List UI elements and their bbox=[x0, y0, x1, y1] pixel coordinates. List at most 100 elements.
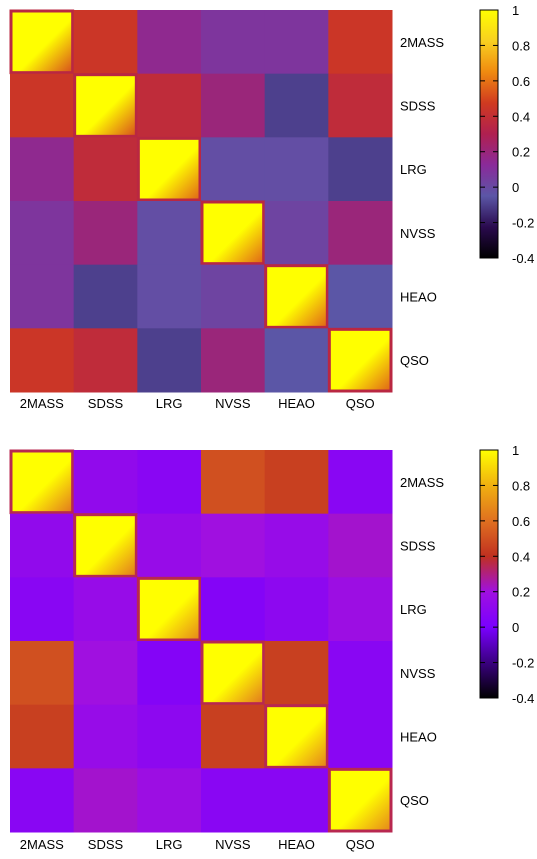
colorbar-tick-label: 0 bbox=[512, 620, 519, 635]
heatmap-cell-lrg-2mass bbox=[10, 577, 75, 642]
heatmap-cell-2mass-sdss bbox=[73, 10, 138, 75]
heatmap-cell-nvss-lrg bbox=[137, 641, 202, 706]
colorbar-tick-label: 0.8 bbox=[512, 478, 530, 493]
colorbar-tick-label: 1 bbox=[512, 3, 519, 18]
heatmap-cell-heao-2mass bbox=[10, 704, 75, 769]
heatmap-cell-nvss-sdss bbox=[73, 201, 138, 266]
heatmap-cell-nvss-2mass bbox=[10, 201, 75, 266]
heatmap-diagonal-block-qso bbox=[328, 328, 392, 392]
heatmap-cell-2mass-qso bbox=[328, 10, 393, 75]
heatmap-diagonal-block-2mass bbox=[10, 450, 74, 514]
heatmap-cell-qso-heao bbox=[264, 328, 329, 393]
heatmap-diagonal-border bbox=[327, 327, 393, 393]
heatmap-cell-2mass-lrg bbox=[137, 10, 202, 75]
row-label-lrg: LRG bbox=[400, 162, 427, 177]
colorbar-tick-label: 0.6 bbox=[512, 514, 530, 529]
heatmap-cell-sdss-nvss bbox=[201, 513, 266, 578]
colorbar-tick-label: 0.6 bbox=[512, 74, 530, 89]
heatmap-diagonal-border bbox=[200, 640, 266, 706]
heatmap-diagonal-border bbox=[264, 264, 329, 329]
heatmap-diagonal-block-lrg bbox=[137, 577, 201, 641]
heatmap-diagonal-block-sdss bbox=[73, 73, 138, 138]
colorbar-tick-label: -0.4 bbox=[512, 251, 534, 266]
heatmap-cell-2mass-qso bbox=[328, 450, 393, 515]
heatmap-diagonal-block-heao bbox=[264, 264, 329, 329]
heatmap-cell-lrg-qso bbox=[328, 577, 393, 642]
heatmap-cell-sdss-lrg bbox=[137, 513, 202, 578]
colorbar-tick-label: 0.8 bbox=[512, 38, 530, 53]
heatmap-cell-lrg-sdss bbox=[73, 137, 138, 202]
heatmap-cell-lrg-heao bbox=[264, 577, 329, 642]
column-label-nvss: NVSS bbox=[215, 837, 251, 852]
row-label-2mass: 2MASS bbox=[400, 475, 444, 490]
colorbar-tick-label: -0.4 bbox=[512, 691, 534, 706]
heatmap-cell-nvss-lrg bbox=[137, 201, 202, 266]
row-label-qso: QSO bbox=[400, 793, 429, 808]
heatmap-cell-sdss-heao bbox=[264, 513, 329, 578]
heatmap-cell-qso-nvss bbox=[201, 328, 266, 393]
heatmap-diagonal-border bbox=[327, 767, 393, 833]
row-label-heao: HEAO bbox=[400, 730, 437, 745]
colorbar-tick-label: 0.2 bbox=[512, 585, 530, 600]
column-label-nvss: NVSS bbox=[215, 396, 251, 411]
heatmap-cell-sdss-heao bbox=[264, 73, 329, 138]
heatmap-cell-qso-lrg bbox=[137, 768, 202, 833]
heatmap-cell-2mass-nvss bbox=[201, 450, 266, 515]
heatmap-cell-nvss-sdss bbox=[73, 641, 138, 706]
row-label-sdss: SDSS bbox=[400, 539, 436, 554]
heatmap-cell-lrg-2mass bbox=[10, 137, 75, 202]
heatmap-cell-lrg-heao bbox=[264, 137, 329, 202]
colorbar bbox=[479, 449, 499, 699]
column-label-lrg: LRG bbox=[156, 837, 183, 852]
heatmap-cell-lrg-sdss bbox=[73, 577, 138, 642]
row-label-heao: HEAO bbox=[400, 290, 437, 305]
heatmap-diagonal-block-nvss bbox=[201, 641, 265, 705]
heatmap-cell-qso-2mass bbox=[10, 768, 75, 833]
heatmap-cell-qso-nvss bbox=[201, 768, 266, 833]
heatmap-cell-heao-sdss bbox=[73, 704, 138, 769]
row-label-2mass: 2MASS bbox=[400, 35, 444, 50]
heatmap-cell-2mass-lrg bbox=[137, 450, 202, 515]
heatmap-panel-bottom: 2MASS SDSS LRG NVSS HEAO QSO 2MASS SDSS LRG NVSS H… bbox=[9, 443, 534, 852]
heatmap-cell-nvss-heao bbox=[264, 201, 329, 266]
heatmap-cell-sdss-2mass bbox=[10, 513, 75, 578]
heatmap-diagonal-border bbox=[136, 136, 202, 202]
row-label-nvss: NVSS bbox=[400, 226, 436, 241]
heatmap-cell-nvss-heao bbox=[264, 641, 329, 706]
heatmap-cell-sdss-qso bbox=[328, 73, 393, 138]
column-label-sdss: SDSS bbox=[88, 837, 124, 852]
colorbar-tick-label: 0 bbox=[512, 180, 519, 195]
heatmap-cell-heao-qso bbox=[328, 704, 393, 769]
colorbar bbox=[479, 9, 499, 259]
heatmap-cell-2mass-sdss bbox=[73, 450, 138, 515]
heatmap-cell-qso-lrg bbox=[137, 328, 202, 393]
heatmap-cell-qso-sdss bbox=[73, 328, 138, 393]
heatmap-cell-2mass-heao bbox=[264, 10, 329, 75]
heatmap-diagonal-block-nvss bbox=[201, 201, 265, 265]
heatmap-panel-top: 2MASS SDSS LRG NVSS HEAO QSO 2MASS SDSS LRG NVSS H… bbox=[9, 3, 534, 411]
row-label-qso: QSO bbox=[400, 353, 429, 368]
heatmap-cell-2mass-heao bbox=[264, 450, 329, 515]
column-label-qso: QSO bbox=[346, 837, 375, 852]
heatmap-cell-heao-lrg bbox=[137, 264, 202, 329]
heatmap-cell-sdss-lrg bbox=[137, 73, 202, 138]
heatmap-diagonal-border bbox=[264, 704, 329, 769]
heatmap-diagonal-border bbox=[73, 513, 138, 578]
column-label-heao: HEAO bbox=[278, 396, 315, 411]
heatmap-cell-lrg-nvss bbox=[201, 577, 266, 642]
heatmap-cell-heao-sdss bbox=[73, 264, 138, 329]
heatmap-cell-nvss-qso bbox=[328, 641, 393, 706]
heatmap-cell-sdss-2mass bbox=[10, 73, 75, 138]
heatmap-diagonal-block-lrg bbox=[137, 137, 201, 201]
column-label-2mass: 2MASS bbox=[20, 396, 64, 411]
column-label-heao: HEAO bbox=[278, 837, 315, 852]
heatmap-diagonal-border bbox=[9, 449, 75, 515]
heatmap-diagonal-border bbox=[73, 73, 138, 138]
colorbar-tick-label: 1 bbox=[512, 443, 519, 458]
column-label-sdss: SDSS bbox=[88, 396, 124, 411]
heatmap-cell-lrg-nvss bbox=[201, 137, 266, 202]
colorbar-tick-label: -0.2 bbox=[512, 216, 534, 231]
heatmap-cell-heao-nvss bbox=[201, 704, 266, 769]
row-label-lrg: LRG bbox=[400, 602, 427, 617]
